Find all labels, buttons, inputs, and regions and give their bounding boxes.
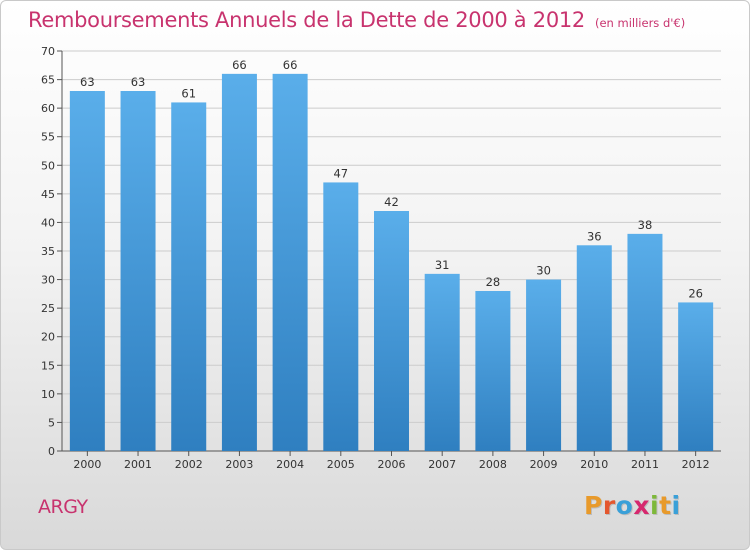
data-label-2010: 36 [587, 229, 602, 243]
logo-letter: P [584, 491, 603, 520]
logo-letter: t [659, 491, 672, 520]
bar-2011 [627, 233, 663, 451]
logo-letter: x [633, 491, 650, 520]
bar-2000 [69, 91, 105, 451]
proxiti-logo: Proxiti [584, 491, 681, 520]
data-label-2003: 66 [232, 58, 247, 72]
y-tick-label: 0 [48, 445, 55, 458]
y-tick-label: 25 [41, 302, 55, 315]
x-tick-label-2001: 2001 [124, 458, 152, 471]
bar-2012 [678, 302, 714, 451]
x-tick-label-2002: 2002 [175, 458, 203, 471]
y-tick-label: 50 [41, 159, 55, 172]
chart-title: Remboursements Annuels de la Dette de 20… [28, 8, 685, 32]
x-tick-label-2008: 2008 [479, 458, 507, 471]
commune-name: ARGY [38, 496, 88, 518]
y-tick-label: 55 [41, 131, 55, 144]
data-label-2007: 31 [435, 258, 450, 272]
x-tick-label-2005: 2005 [327, 458, 355, 471]
bar-2010 [576, 245, 612, 451]
logo-letter: i [650, 491, 660, 520]
data-label-2002: 61 [181, 86, 196, 100]
data-label-2012: 26 [688, 286, 703, 300]
bar-2006 [374, 211, 409, 451]
logo-letter: r [602, 491, 616, 520]
bars [69, 73, 714, 451]
y-tick-label: 5 [48, 416, 55, 429]
x-tick-label-2006: 2006 [378, 458, 406, 471]
y-tick-label: 40 [41, 216, 55, 229]
x-tick-label-2012: 2012 [682, 458, 710, 471]
x-tick-label-2011: 2011 [631, 458, 659, 471]
chart-title-text: Remboursements Annuels de la Dette de 20… [28, 8, 585, 32]
x-tick-label-2007: 2007 [428, 458, 456, 471]
y-tick-label: 20 [41, 331, 55, 344]
logo-letter: o [615, 491, 634, 520]
bar-2007 [424, 273, 460, 451]
y-tick-label: 70 [41, 45, 55, 58]
bar-2005 [323, 182, 359, 451]
data-label-2004: 66 [283, 58, 298, 72]
data-labels: 63 63 61 66 66 47 42 31 28 30 36 38 26 [80, 58, 703, 301]
bar-2002 [171, 102, 207, 451]
y-tick-label: 15 [41, 359, 55, 372]
y-tick-label: 45 [41, 188, 55, 201]
x-tick-label-2003: 2003 [225, 458, 253, 471]
data-label-2005: 47 [333, 166, 348, 180]
y-tick-label: 60 [41, 102, 55, 115]
x-tick-label-2009: 2009 [530, 458, 558, 471]
bar-2008 [475, 291, 511, 451]
x-tick-label-2004: 2004 [276, 458, 304, 471]
x-tick-label-2010: 2010 [580, 458, 608, 471]
chart-subtitle: (en milliers d'€) [595, 16, 686, 30]
y-tick-label: 30 [41, 274, 55, 287]
x-axis: 2000 2001 2002 2003 2004 2005 2006 2007 2008 2009… [73, 451, 710, 471]
logo-letter: i [671, 491, 681, 520]
bar-2003 [221, 73, 257, 451]
data-label-2000: 63 [80, 75, 95, 89]
data-label-2008: 28 [486, 275, 501, 289]
y-tick-label: 10 [41, 388, 55, 401]
data-label-2009: 30 [536, 264, 551, 278]
data-label-2006: 42 [384, 195, 399, 209]
bar-2009 [526, 279, 562, 451]
y-tick-label: 35 [41, 245, 55, 258]
data-label-2011: 38 [638, 218, 653, 232]
x-tick-label-2000: 2000 [73, 458, 101, 471]
bar-2004 [272, 73, 308, 451]
data-label-2001: 63 [131, 75, 146, 89]
y-tick-label: 65 [41, 74, 55, 87]
bar-2001 [120, 91, 156, 451]
